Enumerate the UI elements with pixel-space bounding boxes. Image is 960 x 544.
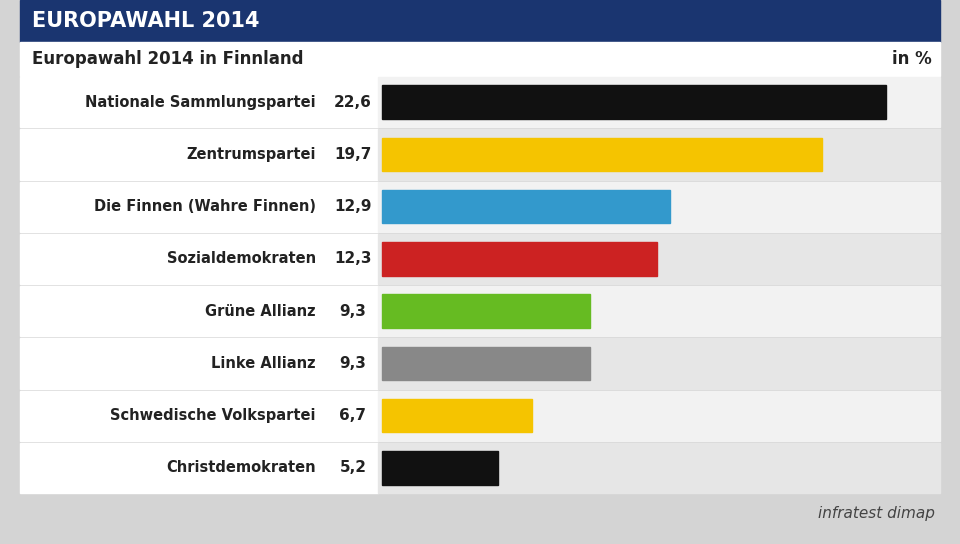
Bar bbox=[20, 391, 378, 441]
Bar bbox=[378, 286, 940, 336]
Text: Schwedische Volkspartei: Schwedische Volkspartei bbox=[110, 408, 316, 423]
Text: 12,3: 12,3 bbox=[334, 251, 372, 267]
Text: 5,2: 5,2 bbox=[340, 460, 367, 475]
Bar bbox=[382, 190, 670, 224]
Bar bbox=[378, 391, 940, 441]
Text: infratest dimap: infratest dimap bbox=[818, 506, 935, 521]
Bar bbox=[20, 129, 378, 180]
Text: 6,7: 6,7 bbox=[340, 408, 367, 423]
Bar bbox=[20, 338, 378, 388]
Text: 9,3: 9,3 bbox=[340, 356, 367, 371]
Bar bbox=[20, 42, 940, 76]
Text: Zentrumspartei: Zentrumspartei bbox=[186, 147, 316, 162]
Bar bbox=[20, 234, 378, 284]
Bar bbox=[382, 294, 589, 328]
Bar bbox=[382, 347, 589, 380]
Bar bbox=[382, 242, 657, 276]
Bar bbox=[20, 182, 378, 232]
Text: Grüne Allianz: Grüne Allianz bbox=[205, 304, 316, 319]
Text: Die Finnen (Wahre Finnen): Die Finnen (Wahre Finnen) bbox=[94, 199, 316, 214]
Bar bbox=[382, 399, 532, 432]
Text: Linke Allianz: Linke Allianz bbox=[211, 356, 316, 371]
Bar bbox=[378, 338, 940, 388]
Text: Nationale Sammlungspartei: Nationale Sammlungspartei bbox=[85, 95, 316, 110]
Bar bbox=[20, 0, 940, 42]
Bar bbox=[378, 129, 940, 180]
Text: in %: in % bbox=[892, 50, 932, 68]
Text: Sozialdemokraten: Sozialdemokraten bbox=[167, 251, 316, 267]
Text: EUROPAWAHL 2014: EUROPAWAHL 2014 bbox=[32, 11, 259, 31]
Bar bbox=[382, 138, 822, 171]
Bar bbox=[20, 286, 378, 336]
Bar bbox=[382, 85, 886, 119]
Bar bbox=[378, 234, 940, 284]
Bar bbox=[378, 77, 940, 127]
Text: Europawahl 2014 in Finnland: Europawahl 2014 in Finnland bbox=[32, 50, 303, 68]
Text: 9,3: 9,3 bbox=[340, 304, 367, 319]
Text: 22,6: 22,6 bbox=[334, 95, 372, 110]
Text: 19,7: 19,7 bbox=[334, 147, 372, 162]
Bar bbox=[382, 451, 498, 485]
Bar bbox=[20, 77, 378, 127]
Bar bbox=[20, 443, 378, 493]
Text: 12,9: 12,9 bbox=[334, 199, 372, 214]
Bar bbox=[378, 443, 940, 493]
Text: Christdemokraten: Christdemokraten bbox=[166, 460, 316, 475]
Bar bbox=[378, 182, 940, 232]
